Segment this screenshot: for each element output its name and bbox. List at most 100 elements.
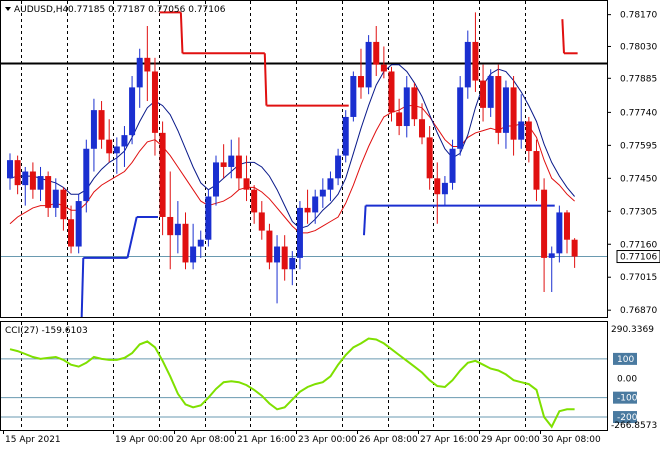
candle-body: [434, 178, 441, 195]
candle-21: [167, 171, 174, 270]
price-tick-label-2: 0.77885: [620, 74, 657, 84]
candle-69: [533, 139, 540, 202]
candle-13: [106, 119, 113, 163]
candle-67: [518, 94, 525, 149]
time-tick-label-5: 26 Apr 08:00: [359, 435, 418, 445]
price-tick-label-0: 0.78170: [620, 11, 657, 21]
candle-43: [335, 148, 342, 186]
candle-body: [75, 201, 82, 247]
cci-series-line: [9, 337, 575, 429]
time-tick-label-2: 20 Apr 08:00: [176, 435, 235, 445]
price-tick-label-7: 0.77160: [620, 240, 657, 250]
main-panel-frame: [0, 0, 608, 318]
candle-0: [7, 153, 13, 190]
candle-body: [373, 41, 380, 65]
candle-body: [533, 151, 540, 190]
candle-55: [426, 126, 433, 190]
price-tick-label-9: 0.76870: [620, 306, 657, 316]
candle-8: [68, 205, 75, 254]
candle-body: [411, 87, 418, 120]
candle-body: [83, 148, 90, 202]
cci-level-label-bg-3: [613, 391, 637, 404]
candle-body: [52, 189, 59, 208]
main-header: AUDUSD,H4 0.77185 0.77187 0.77056 0.7710…: [5, 5, 226, 15]
candle-body: [487, 76, 494, 108]
candle-body: [342, 116, 349, 156]
candle-41: [319, 178, 326, 208]
candle-body: [37, 176, 44, 190]
candle-body: [113, 146, 120, 154]
candle-body: [510, 87, 517, 140]
stop-lower-connector-0: [80, 257, 85, 318]
line-ma_fast: [9, 105, 575, 234]
stop-lower-connector-1: [126, 216, 138, 259]
candle-63: [487, 69, 494, 117]
candle-body: [304, 207, 311, 213]
candle-body: [136, 57, 143, 88]
cci-level-label-bg-1: [613, 352, 637, 365]
candle-body: [235, 155, 242, 179]
candle-body: [335, 155, 342, 179]
candle-38: [296, 201, 303, 270]
time-tick-label-4: 23 Apr 00:00: [298, 435, 357, 445]
candle-34: [266, 223, 273, 270]
cci-tick-label-1: 100: [617, 355, 634, 365]
candle-body: [502, 87, 509, 133]
candle-body: [106, 139, 113, 154]
candle-16: [129, 76, 136, 145]
candle-54: [419, 103, 426, 145]
candle-body: [182, 223, 189, 263]
candle-2: [22, 166, 29, 206]
time-axis: 15 Apr 2021 19 Apr 00:00 20 Apr 08:00 21 Ap…: [3, 430, 601, 445]
candle-31: [243, 155, 250, 202]
cci-title: CCI(27) -159.6103: [5, 326, 88, 336]
candle-49: [380, 46, 387, 79]
time-tick-label-3: 21 Apr 16:00: [237, 435, 296, 445]
candle-body: [289, 257, 296, 270]
candle-32: [251, 185, 258, 224]
last-price-marker: 0.77106: [616, 250, 660, 264]
candle-11: [90, 98, 97, 172]
candle-body: [129, 87, 136, 136]
cci-tick-label-3: -100: [617, 394, 638, 404]
time-tick-label-6: 27 Apr 16:00: [420, 435, 479, 445]
candle-body: [121, 135, 128, 147]
ohlc-values: 0.77185 0.77187 0.77056 0.77106: [68, 5, 226, 15]
candle-51: [396, 98, 403, 136]
candle-71: [548, 246, 555, 292]
candle-body: [213, 162, 220, 197]
candle-48: [373, 26, 380, 77]
candle-body: [243, 178, 250, 190]
candles: [7, 12, 578, 304]
candle-body: [319, 189, 326, 197]
candle-61: [472, 12, 479, 92]
stop-upper-connector-0: [179, 12, 184, 54]
dropdown-triangle-icon[interactable]: [5, 7, 11, 11]
candle-22: [174, 201, 181, 254]
last-price-label: 0.77106: [620, 253, 657, 263]
candle-27: [213, 155, 220, 206]
candle-body: [472, 41, 479, 81]
candle-50: [388, 66, 395, 122]
candle-39: [304, 189, 311, 224]
cci-line: [9, 337, 575, 429]
stop-levels: [80, 11, 578, 318]
candle-44: [342, 110, 349, 163]
price-tick-label-5: 0.77450: [620, 174, 657, 184]
candle-body: [281, 246, 288, 270]
candle-62: [480, 64, 487, 122]
candle-body: [167, 216, 174, 236]
candle-body: [464, 41, 471, 88]
candle-20: [159, 121, 166, 236]
candle-body: [480, 80, 487, 108]
last-price-box: [616, 250, 660, 264]
candle-body: [274, 246, 281, 263]
candle-7: [60, 187, 67, 231]
candle-68: [525, 116, 532, 163]
candle-body: [151, 71, 158, 133]
candle-26: [205, 189, 212, 247]
candle-body: [144, 57, 151, 72]
candle-body: [45, 176, 52, 208]
candle-body: [68, 219, 75, 247]
candle-body: [556, 212, 563, 254]
